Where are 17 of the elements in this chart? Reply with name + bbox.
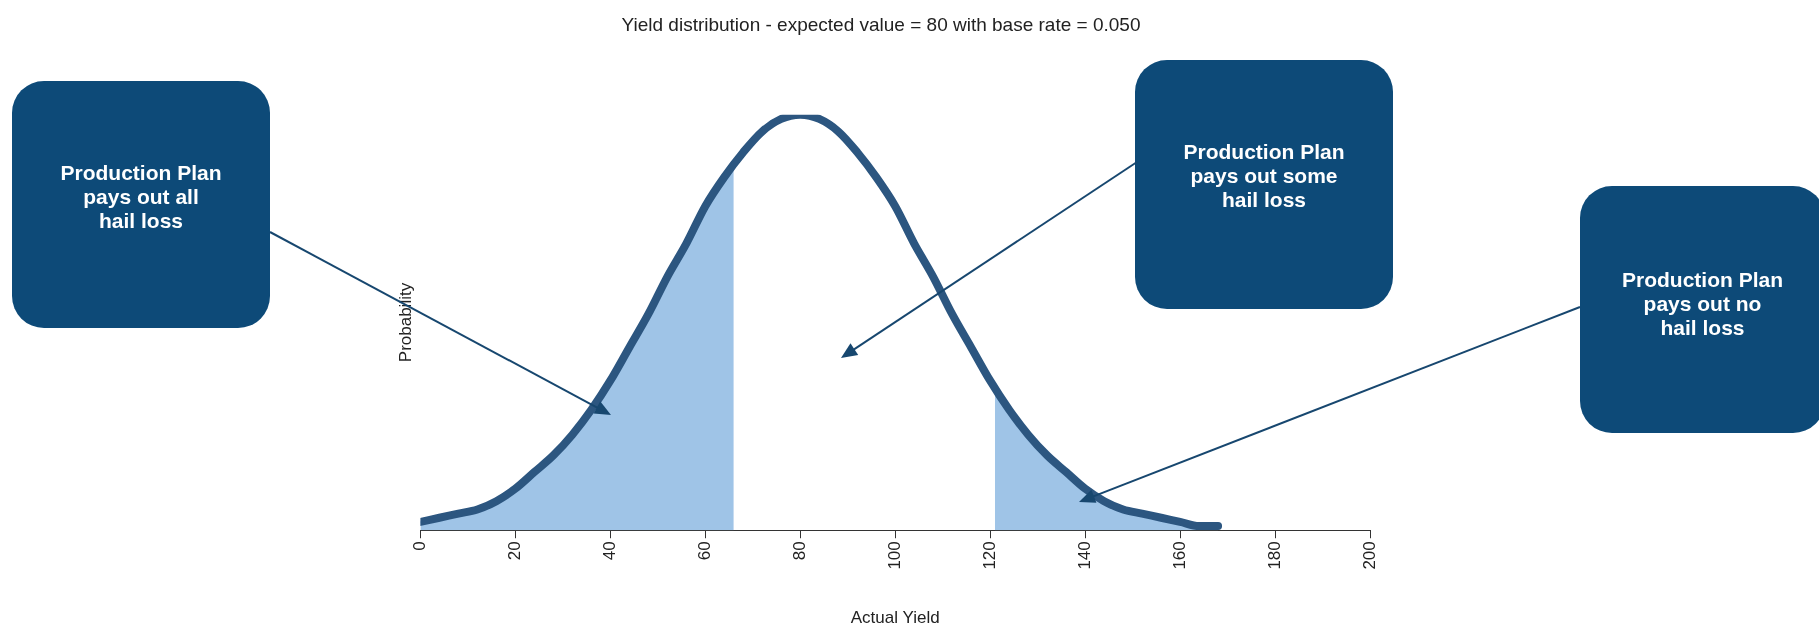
x-tick-label: 40 [600,541,620,561]
x-tick-label: 200 [1359,541,1379,570]
chart-title: Yield distribution - expected value = 80 with base rate = 0.050 [621,13,1141,35]
x-tick-label: 20 [505,541,525,561]
x-tick-label: 180 [1264,541,1284,570]
callout-box: Production Plan pays out all hail loss [12,81,270,328]
x-axis-title: Actual Yield [850,608,940,628]
x-tick-label: 140 [1074,541,1094,570]
x-tick-label: 100 [884,541,904,570]
callout-box: Production Plan pays out no hail loss [1580,186,1819,433]
x-tick-label: 120 [979,541,999,570]
callout-box: Production Plan pays out some hail loss [1135,60,1393,309]
x-tick-label: 60 [694,541,714,561]
x-tick-label: 160 [1169,541,1189,570]
y-axis-title: Probability [395,282,415,363]
x-tick-label: 80 [789,541,809,561]
x-tick-label: 0 [410,541,430,551]
